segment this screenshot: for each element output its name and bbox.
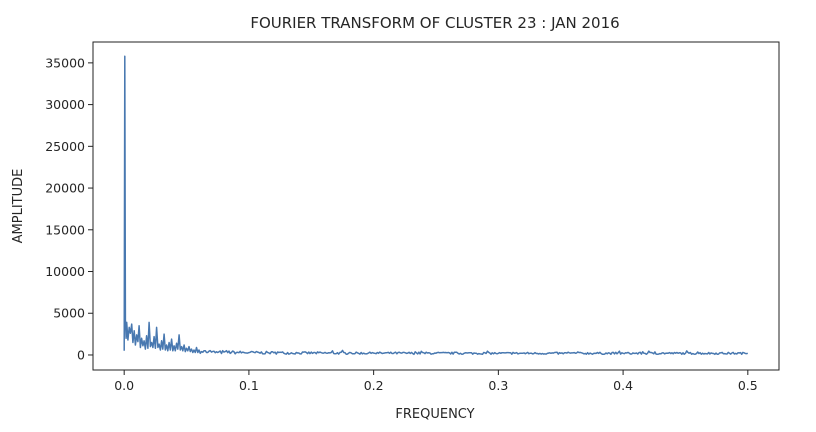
y-tick-label: 0 [77,347,85,362]
y-tick-label: 15000 [45,222,85,237]
x-tick-label: 0.3 [488,378,508,393]
series-group [123,55,748,356]
x-tick-label: 0.0 [114,378,134,393]
y-axis: 0 5000 10000 15000 20000 25000 30000 35000 [45,55,93,362]
y-tick-label: 30000 [45,97,85,112]
x-tick-label: 0.5 [738,378,758,393]
chart-title: FOURIER TRANSFORM OF CLUSTER 23 : JAN 20… [250,14,619,32]
x-axis: 0.0 0.1 0.2 0.3 0.4 0.5 [114,370,758,393]
y-tick-label: 25000 [45,139,85,154]
plot-area [92,41,780,371]
x-tick-label: 0.4 [613,378,633,393]
x-tick-label: 0.2 [364,378,384,393]
y-tick-label: 35000 [45,55,85,70]
series-line [123,55,748,356]
x-tick-label: 0.1 [239,378,259,393]
x-axis-label: FREQUENCY [395,407,474,422]
y-axis-label: AMPLITUDE [11,169,26,244]
y-tick-label: 10000 [45,264,85,279]
y-tick-label: 5000 [53,306,85,321]
y-tick-label: 20000 [45,181,85,196]
